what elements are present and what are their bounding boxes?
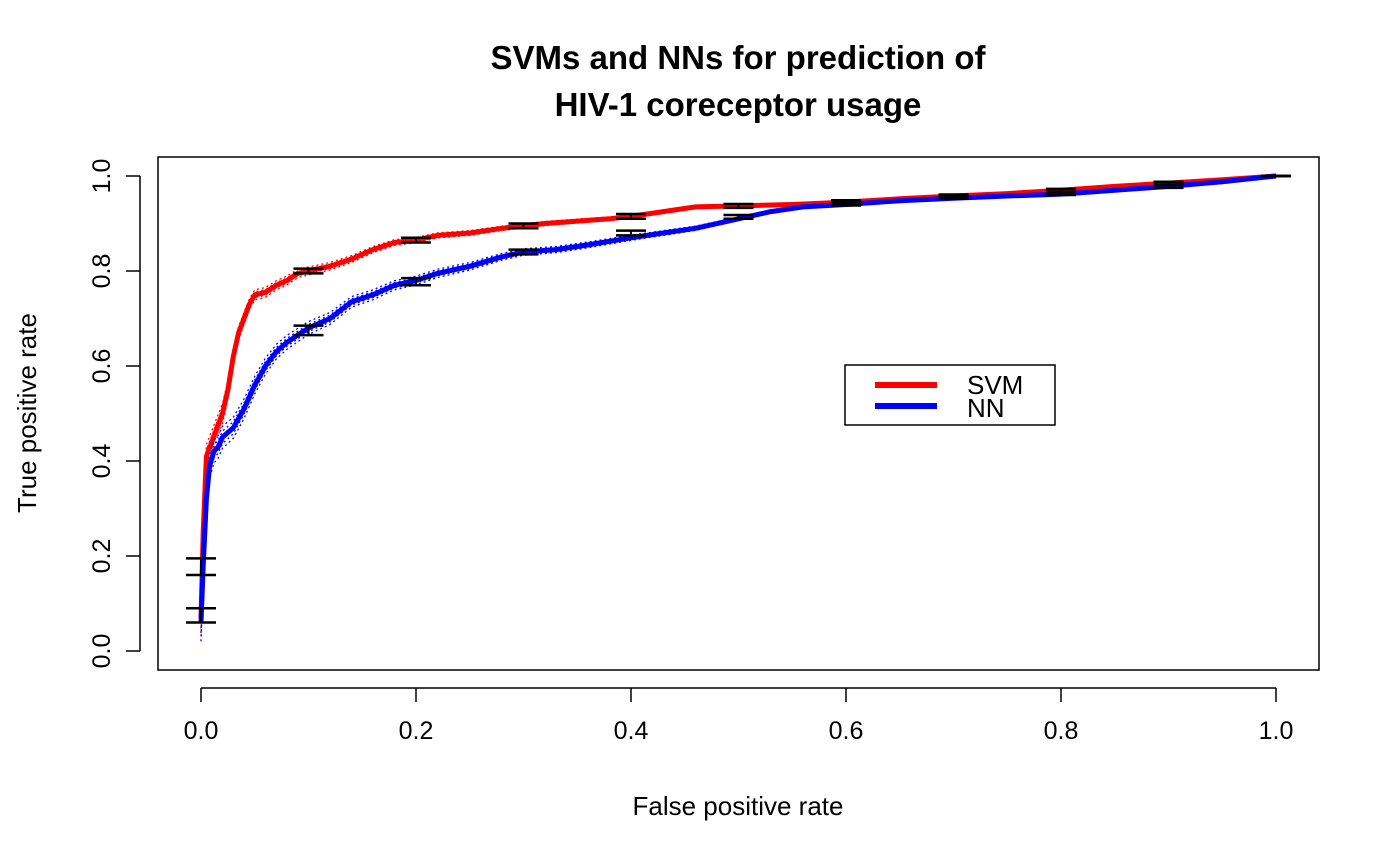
series-svm-variability-line	[200, 175, 1277, 637]
legend: SVM NN	[844, 364, 1056, 426]
series-layer	[198, 173, 1277, 642]
error-bar-layer	[186, 174, 1291, 624]
series-nn-variability-line	[200, 175, 1277, 634]
x-tick-label: 0.4	[614, 717, 649, 745]
x-axis-label: False positive rate	[633, 791, 844, 821]
series-svm-variability-line	[200, 175, 1277, 608]
y-tick-label: 0.6	[88, 349, 116, 384]
y-tick-label: 1.0	[88, 159, 116, 194]
series-nn-line	[198, 173, 1277, 623]
plot-frame	[157, 156, 1320, 671]
x-tick-label: 0.2	[399, 717, 434, 745]
series-svm-variability-line	[200, 175, 1277, 629]
y-tick-label: 0.0	[88, 634, 116, 669]
chart-title-line-2: HIV-1 coreceptor usage	[555, 86, 922, 123]
series-nn-variability-line	[200, 175, 1277, 642]
series-nn-variability-line	[200, 175, 1277, 604]
x-tick-label: 0.0	[184, 717, 219, 745]
x-tick-label: 0.6	[829, 717, 864, 745]
legend-box	[844, 364, 1056, 426]
y-tick-label: 0.4	[88, 444, 116, 479]
axis-layer: 0.0 0.2 0.4 0.6 0.8 1.0 0.0 0.2 0.4 0.6 0.8 1.0	[88, 159, 1293, 745]
legend-label-svm: SVM	[967, 370, 1023, 400]
y-tick-label: 0.8	[88, 254, 116, 289]
legend-label-nn: NN	[967, 393, 1005, 423]
y-tick-label: 0.2	[88, 539, 116, 574]
series-nn-variability-line	[200, 175, 1277, 612]
series-svm-variability-line	[200, 175, 1277, 600]
x-tick-label: 0.8	[1044, 717, 1079, 745]
y-axis-label: True positive rate	[12, 313, 42, 513]
series-svm-line	[198, 173, 1277, 618]
chart-title-line-1: SVMs and NNs for prediction of	[490, 39, 986, 76]
x-tick-label: 1.0	[1259, 717, 1294, 745]
